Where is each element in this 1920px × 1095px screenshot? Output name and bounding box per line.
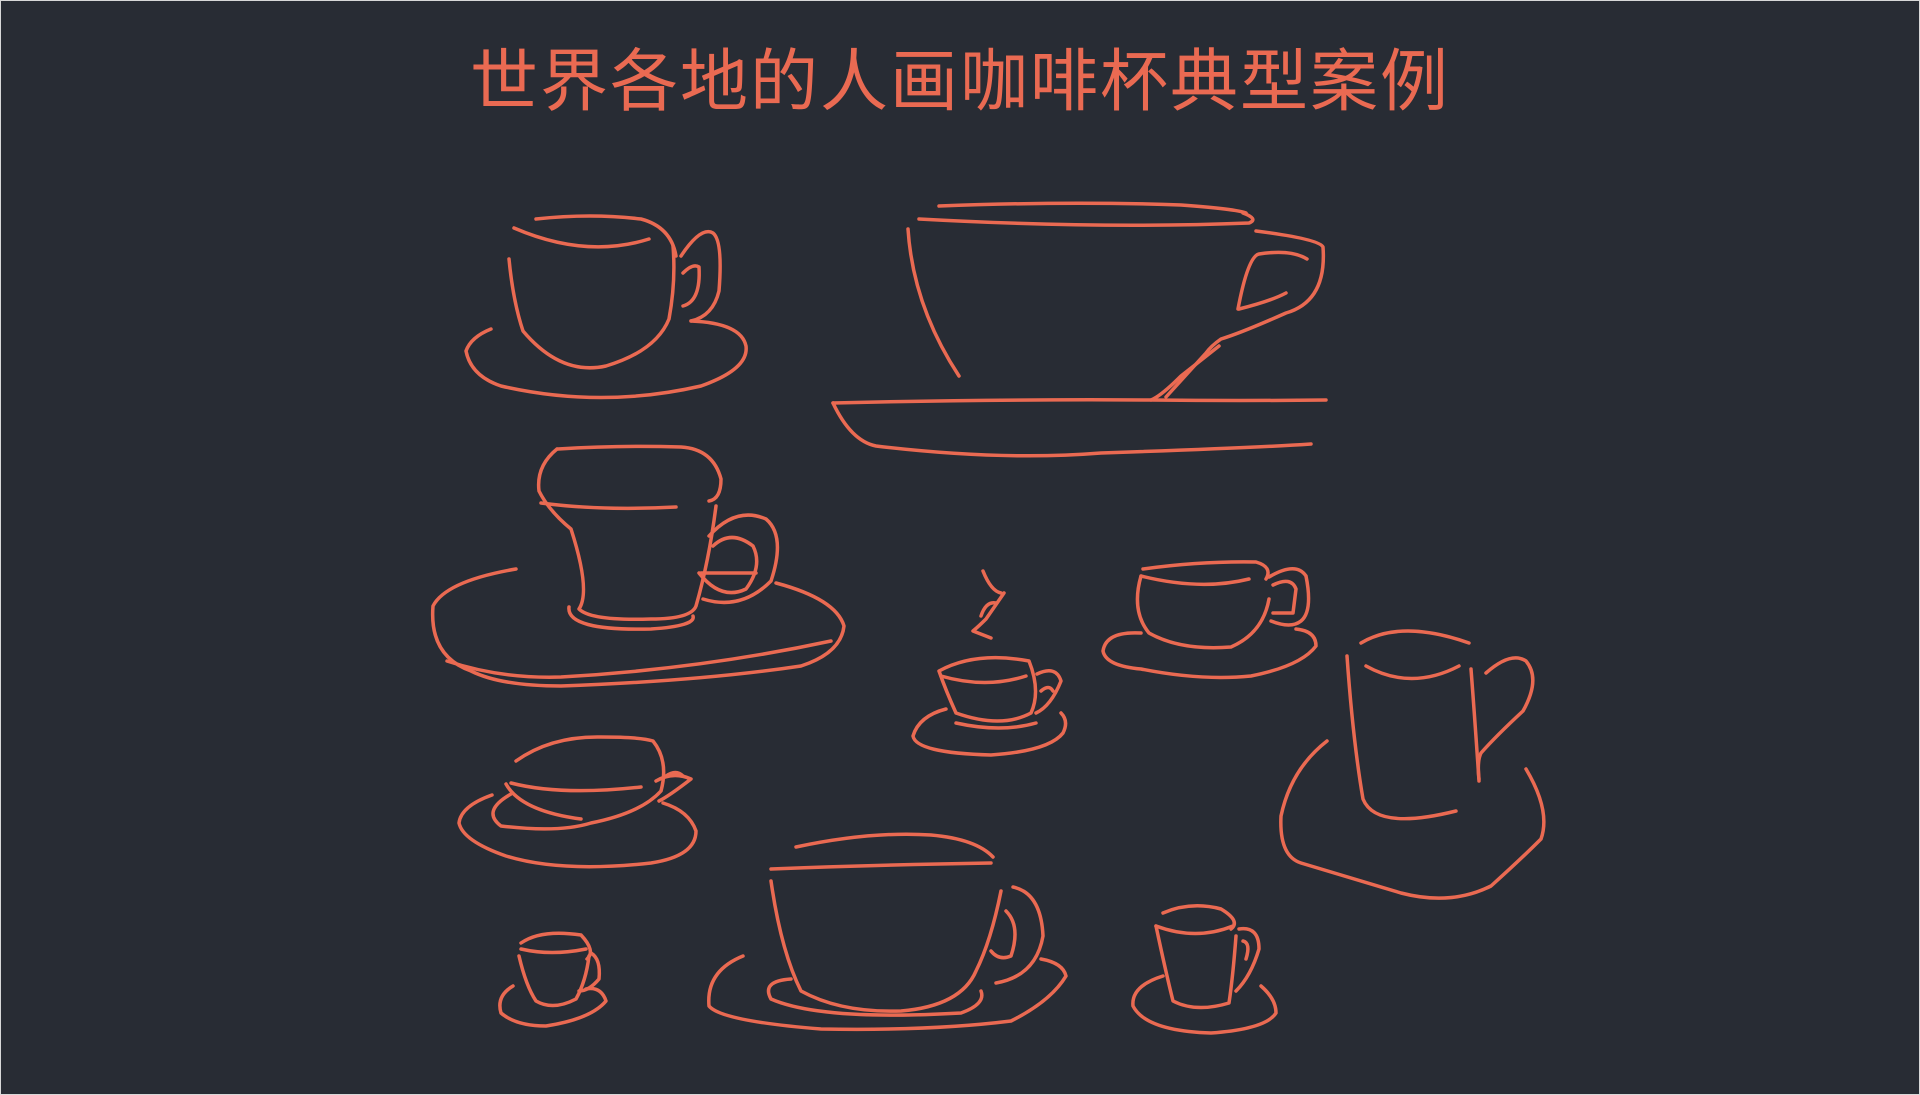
coffee-cup-icon	[831, 201, 1328, 458]
coffee-cup-icon	[498, 931, 608, 1028]
coffee-cup-icon	[464, 214, 748, 400]
page-title: 世界各地的人画咖啡杯典型案例	[469, 43, 1450, 122]
coffee-cup-steam-icon	[911, 569, 1068, 757]
coffee-mug-icon	[1279, 629, 1546, 900]
coffee-cup-icon	[707, 832, 1068, 1032]
coffee-cup-icon	[457, 735, 698, 869]
coffee-cup-icon	[1131, 904, 1278, 1035]
coffee-cup-icon	[1101, 560, 1318, 680]
coffee-cup-icon	[430, 444, 846, 688]
